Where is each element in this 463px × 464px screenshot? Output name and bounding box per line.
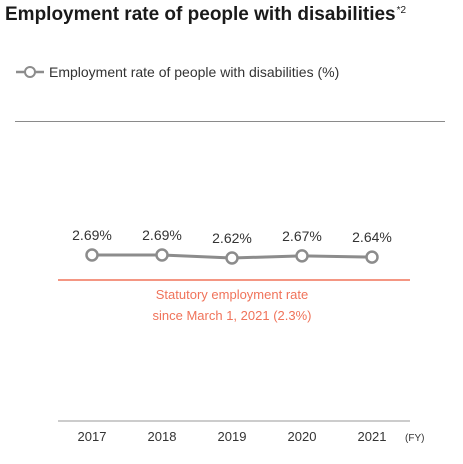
chart-title-text: Employment rate of people with disabilit… — [5, 4, 396, 25]
data-label-2018: 2.69% — [142, 227, 182, 243]
data-label-2017: 2.69% — [72, 227, 112, 243]
data-point-2017 — [85, 248, 99, 262]
legend: Employment rate of people with disabilit… — [15, 64, 339, 80]
data-point-2019 — [225, 251, 239, 265]
x-tick-label-2019: 2019 — [218, 429, 247, 444]
title-footnote-marker: *2 — [396, 4, 407, 16]
legend-line-marker-icon — [15, 65, 45, 79]
reference-line-label: since March 1, 2021 (2.3%) — [153, 308, 312, 323]
data-point-2021 — [365, 250, 379, 264]
reference-line-label: Statutory employment rate — [156, 287, 308, 302]
chart-title: Employment rate of people with disabilit… — [5, 4, 406, 26]
legend-label: Employment rate of people with disabilit… — [49, 64, 340, 80]
data-label-2019: 2.62% — [212, 230, 252, 246]
data-point-2018 — [155, 248, 169, 262]
data-label-2021: 2.64% — [352, 229, 392, 245]
legend-divider — [15, 121, 445, 122]
x-axis-unit-label: (FY) — [405, 433, 424, 444]
x-tick-label-2018: 2018 — [148, 429, 177, 444]
x-tick-label-2017: 2017 — [78, 429, 107, 444]
data-point-2020 — [295, 249, 309, 263]
data-label-2020: 2.67% — [282, 228, 322, 244]
x-tick-label-2020: 2020 — [288, 429, 317, 444]
x-tick-label-2021: 2021 — [358, 429, 387, 444]
